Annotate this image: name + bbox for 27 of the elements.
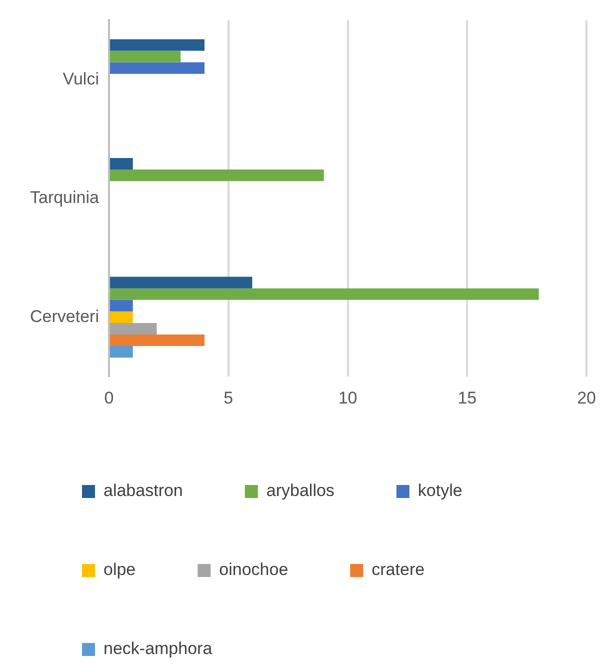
- bar: [110, 158, 133, 170]
- legend-label: oinochoe: [219, 560, 288, 580]
- bar: [110, 276, 252, 288]
- x-tick-label: 5: [224, 388, 234, 408]
- bar: [110, 170, 324, 182]
- x-tick-label: 10: [338, 388, 358, 408]
- bar: [110, 334, 204, 346]
- y-tick-label: Tarquinia: [30, 188, 100, 208]
- y-tick-label: Cerveteri: [30, 306, 99, 326]
- legend-label: alabastron: [104, 481, 183, 500]
- y-tick-label: Vulci: [62, 69, 99, 88]
- bar: [110, 311, 133, 323]
- x-tick-label: 0: [104, 388, 114, 408]
- legend-label: kotyle: [418, 481, 462, 500]
- bar: [110, 50, 181, 62]
- bar: [110, 300, 133, 312]
- x-tick-label: 20: [577, 388, 596, 408]
- legend-label: cratere: [372, 560, 425, 580]
- bar: [110, 288, 539, 300]
- legend-label: olpe: [104, 560, 136, 580]
- bar: [110, 62, 204, 74]
- legend-label: aryballos: [266, 481, 334, 500]
- bar: [110, 346, 133, 358]
- legend-label: neck-amphora: [104, 639, 213, 658]
- x-tick-label: 15: [458, 388, 477, 408]
- bar: [110, 39, 204, 51]
- bar: [110, 322, 157, 335]
